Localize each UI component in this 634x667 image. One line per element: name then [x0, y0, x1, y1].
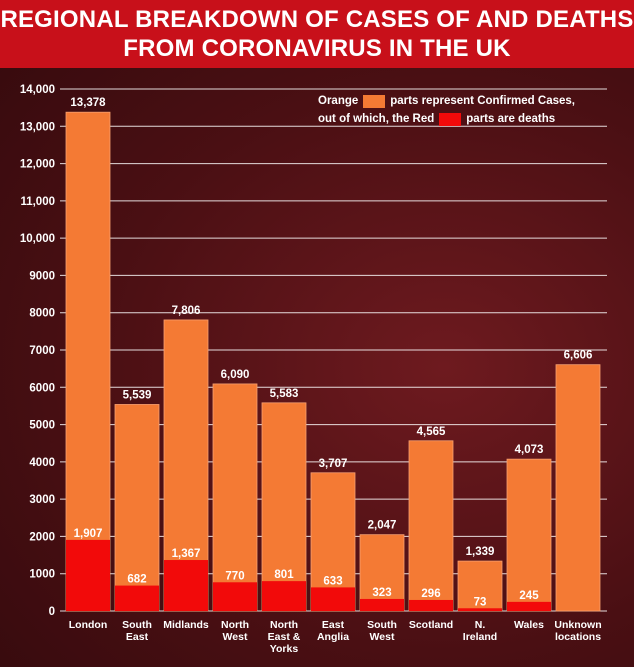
bar-deaths	[213, 582, 257, 611]
bar-confirmed-cases	[506, 458, 552, 612]
data-label-cases: 6,606	[564, 350, 593, 362]
bar-confirmed-cases	[408, 440, 454, 612]
x-tick-label: South	[367, 619, 397, 631]
bar-deaths	[66, 539, 110, 611]
x-tick-label: Scotland	[409, 619, 453, 631]
y-tick-label: 5000	[29, 420, 55, 432]
bar-chart: 0 1000 2000 3000 4000 5000 6000 7000 8000 9000 10,…	[20, 84, 607, 655]
legend-row-cases: Orange parts represent Confirmed Cases,	[318, 92, 618, 110]
bar-confirmed-cases	[555, 364, 601, 612]
data-label-deaths: 801	[274, 569, 294, 581]
x-tick-label: Unknown	[554, 619, 601, 631]
y-tick-label: 1000	[29, 569, 55, 581]
x-tick-label: North	[270, 619, 298, 631]
y-tick-label: 12,000	[20, 159, 55, 171]
legend-row-deaths: out of which, the Red parts are deaths	[318, 110, 618, 128]
data-label-cases: 5,539	[123, 389, 152, 401]
bar-confirmed-cases	[114, 404, 160, 612]
data-label-deaths: 1,367	[172, 548, 201, 560]
bar-confirmed-cases	[65, 111, 111, 612]
data-label-cases: 6,090	[221, 369, 250, 381]
bar-deaths	[115, 585, 159, 611]
chart-title-line-1: REGIONAL BREAKDOWN OF CASES OF AND DEATH…	[0, 6, 634, 33]
legend-text-deaths: parts are deaths	[466, 113, 556, 125]
y-tick-label: 4000	[29, 457, 55, 469]
x-tick-label: locations	[555, 631, 601, 643]
x-tick-label: East	[322, 619, 345, 631]
data-label-deaths: 682	[127, 574, 146, 586]
x-tick-label: Ireland	[463, 631, 497, 643]
data-label-deaths: 245	[519, 590, 539, 602]
title-bar: REGIONAL BREAKDOWN OF CASES OF AND DEATH…	[0, 0, 634, 68]
x-tick-label: London	[69, 619, 107, 631]
data-label-cases: 5,583	[270, 388, 299, 400]
y-tick-label: 11,000	[20, 196, 55, 208]
x-tick-label: Midlands	[163, 619, 209, 631]
legend-swatch-deaths	[439, 112, 462, 126]
legend-text-cases: parts represent Confirmed Cases,	[390, 95, 575, 107]
bar-deaths	[262, 581, 306, 611]
x-tick-label: East	[126, 631, 149, 643]
chart-legend: Orange parts represent Confirmed Cases, …	[318, 92, 618, 128]
x-tick-label: Yorks	[270, 643, 299, 655]
data-label-deaths: 73	[474, 596, 487, 608]
bar-deaths	[409, 599, 453, 611]
bar-confirmed-cases	[212, 383, 258, 612]
data-label-deaths: 1,907	[74, 528, 103, 540]
data-label-cases: 7,806	[172, 305, 201, 317]
y-tick-label: 2000	[29, 531, 55, 543]
data-label-deaths: 323	[372, 587, 391, 599]
x-tick-label: N.	[475, 619, 486, 631]
x-tick-label: East &	[268, 631, 301, 643]
data-label-deaths: 770	[225, 570, 244, 582]
x-tick-label: North	[221, 619, 249, 631]
y-tick-label: 13,000	[20, 121, 55, 133]
data-label-deaths: 296	[421, 588, 440, 600]
bar-deaths	[458, 608, 502, 611]
bar-deaths	[507, 601, 551, 611]
data-label-cases: 4,073	[515, 444, 544, 456]
bar-deaths	[311, 587, 355, 611]
x-tick-label: West	[370, 631, 395, 643]
data-label-cases: 13,378	[70, 97, 106, 109]
data-label-cases: 2,047	[368, 520, 397, 532]
x-tick-label: West	[223, 631, 248, 643]
y-tick-label: 0	[49, 606, 55, 618]
y-tick-label: 7000	[29, 345, 55, 357]
legend-text-red: out of which, the Red	[318, 113, 435, 125]
x-tick-label: South	[122, 619, 152, 631]
bar-deaths	[360, 598, 404, 611]
x-tick-label: Anglia	[317, 631, 349, 643]
x-tick-label: Wales	[514, 619, 544, 631]
data-label-deaths: 633	[323, 575, 342, 587]
bar-confirmed-cases	[359, 534, 405, 612]
y-tick-label: 3000	[29, 494, 55, 506]
bar-confirmed-cases	[457, 560, 503, 612]
y-tick-label: 10,000	[20, 233, 55, 245]
y-tick-label: 6000	[29, 382, 55, 394]
y-tick-label: 14,000	[20, 84, 55, 96]
y-tick-label: 9000	[29, 270, 55, 282]
y-tick-label: 8000	[29, 308, 55, 320]
data-label-cases: 4,565	[417, 426, 446, 438]
data-label-cases: 1,339	[466, 546, 495, 558]
data-label-cases: 3,707	[319, 458, 348, 470]
legend-text-orange: Orange	[318, 95, 359, 107]
chart-title-line-2: FROM CORONAVIRUS IN THE UK	[123, 35, 511, 62]
bar-deaths	[164, 560, 208, 611]
legend-swatch-cases	[363, 94, 386, 108]
